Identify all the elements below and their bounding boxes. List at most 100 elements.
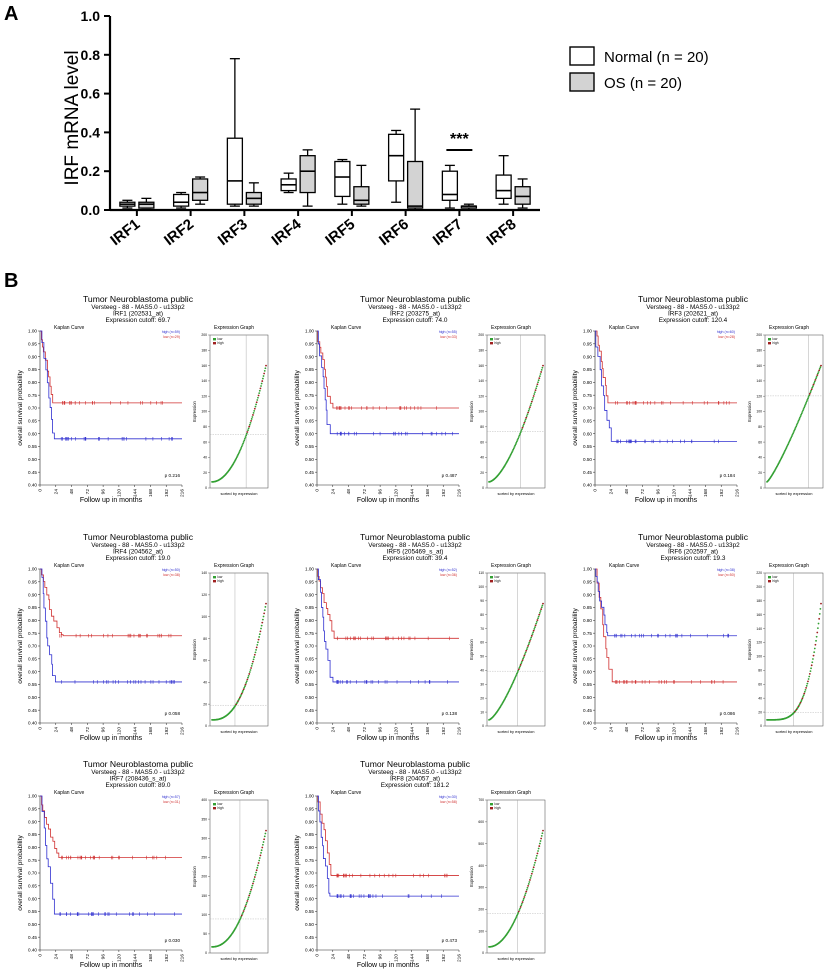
expr-point — [524, 420, 526, 423]
expr-point — [542, 602, 544, 605]
p-value: p 0.086 — [720, 711, 736, 716]
km-y-tick-label: 0.65 — [28, 656, 37, 661]
gene-label: IRF5 (205469_s_at) — [387, 549, 444, 556]
km-y-tick-label: 0.60 — [28, 896, 37, 901]
expr-point — [248, 671, 251, 673]
expr-legend-swatch-low — [490, 576, 493, 579]
box-iqr — [353, 186, 370, 205]
km-x-tick-label: 0 — [38, 727, 44, 730]
expr-point — [522, 897, 525, 900]
expr-point — [807, 678, 810, 680]
expr-point — [794, 428, 796, 431]
expr-point — [516, 914, 518, 917]
expr-point — [250, 665, 253, 667]
km-x-tick-label: 96 — [101, 954, 107, 960]
expr-point — [527, 409, 530, 412]
expr-point — [537, 617, 539, 620]
expr-y-tick-label: 200 — [201, 875, 207, 879]
expr-caption: Expression Graph — [491, 563, 531, 569]
km-x-tick-label: 0 — [38, 954, 44, 957]
expr-point — [789, 439, 791, 442]
expr-point — [263, 838, 266, 841]
km-y-tick-label: 1.00 — [583, 329, 592, 334]
box-normal-irf7 — [441, 164, 459, 209]
expr-point — [254, 651, 257, 654]
km-x-tick-label: 96 — [656, 489, 662, 495]
km-curve-high — [40, 330, 182, 404]
legend-label-os: OS (n = 20) — [604, 75, 682, 92]
box-iqr — [299, 155, 316, 194]
expr-legend-label-low: low — [495, 337, 500, 341]
expr-point — [247, 429, 249, 432]
expr-point — [248, 894, 251, 897]
km-y-tick-label: 0.65 — [28, 883, 37, 888]
expr-point — [252, 414, 254, 416]
km-x-tick-label: 72 — [362, 727, 368, 733]
expr-point — [264, 606, 267, 608]
km-y-tick-label: 0.50 — [28, 922, 37, 927]
km-y-tick-label: 0.45 — [305, 470, 314, 475]
expr-point — [517, 669, 520, 672]
km-x-tick-label: 72 — [362, 954, 368, 960]
expr-x-axis-label: sorted by expression — [498, 729, 535, 734]
box-os-irf6 — [406, 108, 424, 211]
km-curve-high — [595, 330, 737, 404]
expr-y-tick-label: 500 — [478, 842, 484, 846]
km-y-tick-label: 0.40 — [28, 483, 37, 488]
km-caption: Kaplan Curve — [609, 325, 640, 331]
expr-point — [809, 391, 812, 394]
km-y-tick-label: 0.45 — [583, 708, 592, 713]
km-y-tick-label: 0.65 — [583, 418, 592, 423]
box-os-irf1 — [138, 197, 155, 209]
expr-point — [516, 439, 519, 441]
expr-y-tick-label: 120 — [201, 394, 207, 398]
expr-point — [800, 413, 803, 416]
expr-point — [248, 425, 251, 428]
expr-point — [787, 441, 790, 444]
km-y-tick-label: 0.50 — [28, 695, 37, 700]
expr-point — [529, 639, 531, 642]
km-y-tick-label: 0.70 — [28, 871, 37, 876]
expr-y-tick-label: 90 — [480, 599, 484, 603]
expr-y-tick-label: 600 — [478, 820, 484, 824]
km-x-tick-label: 144 — [409, 489, 415, 497]
box-normal-irf5 — [334, 158, 351, 205]
expr-point — [804, 688, 807, 691]
expr-point — [819, 366, 822, 369]
km-y-tick-label: 0.75 — [583, 631, 592, 636]
km-y-axis-label: overall survival probability — [294, 608, 301, 684]
gene-label: IRF2 (203275_at) — [390, 311, 440, 318]
expr-y-tick-label: 40 — [203, 680, 207, 684]
km-x-tick-label: 192 — [719, 489, 725, 497]
expr-point — [255, 869, 258, 872]
km-y-tick-label: 0.60 — [305, 669, 314, 674]
expr-point — [244, 905, 247, 908]
expr-frame — [209, 799, 269, 954]
km-x-tick-label: 120 — [116, 489, 122, 497]
expr-point — [518, 434, 521, 437]
km-curve-low — [317, 568, 459, 683]
km-y-tick-label: 0.60 — [305, 431, 314, 436]
expr-y-tick-label: 350 — [201, 817, 207, 821]
km-x-tick-label: 192 — [441, 954, 447, 962]
expr-y-tick-label: 120 — [201, 593, 207, 597]
km-x-tick-label: 120 — [393, 727, 399, 735]
box-iqr — [514, 186, 531, 205]
expr-point — [792, 432, 794, 435]
expr-legend-swatch-high — [490, 580, 493, 583]
km-legend-high: high (n=30) — [439, 795, 457, 799]
km-y-tick-label: 0.80 — [28, 380, 37, 385]
km-x-tick-label: 72 — [85, 489, 91, 495]
expr-y-tick-label: 200 — [756, 585, 762, 589]
km-y-tick-label: 0.90 — [583, 354, 592, 359]
expr-caption: Expression Graph — [214, 325, 254, 331]
expr-legend-label-high: high — [773, 579, 779, 583]
expr-point — [529, 406, 531, 409]
expr-y-tick-label: 100 — [756, 655, 762, 659]
expr-y-tick-label: 100 — [478, 585, 484, 589]
km-y-tick-label: 0.75 — [28, 631, 37, 636]
expr-x-axis-label: sorted by expression — [221, 956, 258, 961]
km-x-tick-label: 0 — [38, 489, 44, 492]
